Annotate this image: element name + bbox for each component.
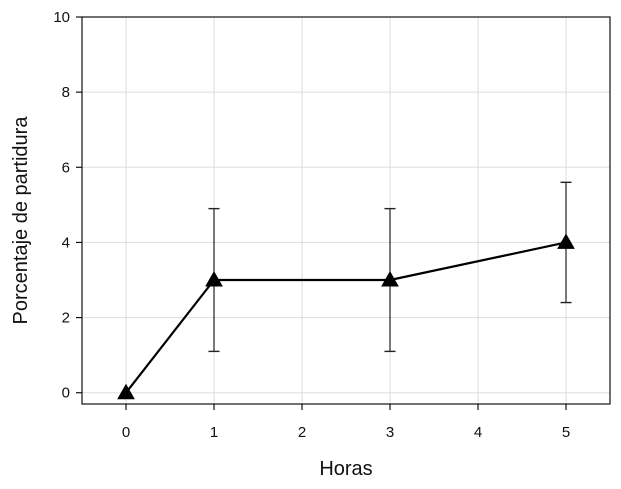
y-axis-ticks: 0 2 4 6 8 10 bbox=[53, 9, 82, 402]
x-tick-label: 5 bbox=[562, 424, 570, 441]
y-axis-title: Porcentaje de partidura bbox=[10, 116, 32, 325]
x-tick-label: 3 bbox=[386, 424, 394, 441]
plot-area-frame bbox=[81, 16, 611, 405]
data-point-triangle bbox=[205, 271, 223, 287]
x-axis-ticks: 0 1 2 3 4 5 bbox=[122, 404, 570, 441]
y-tick-label: 2 bbox=[62, 310, 70, 327]
data-markers bbox=[117, 233, 575, 400]
series-polyline bbox=[125, 241, 567, 394]
y-tick-label: 4 bbox=[62, 234, 70, 251]
x-tick-label: 2 bbox=[298, 424, 306, 441]
data-point-triangle bbox=[557, 233, 575, 249]
x-tick-label: 1 bbox=[210, 424, 218, 441]
data-point-triangle bbox=[117, 383, 135, 400]
x-axis-title: Horas bbox=[319, 458, 372, 480]
data-point-triangle bbox=[381, 271, 399, 287]
x-tick-label: 0 bbox=[122, 424, 130, 441]
y-tick-label: 0 bbox=[62, 385, 70, 402]
y-tick-label: 10 bbox=[53, 9, 70, 26]
series-line bbox=[125, 241, 567, 394]
y-tick-label: 6 bbox=[62, 159, 70, 176]
x-tick-label: 4 bbox=[474, 424, 482, 441]
y-tick-label: 8 bbox=[62, 84, 70, 101]
